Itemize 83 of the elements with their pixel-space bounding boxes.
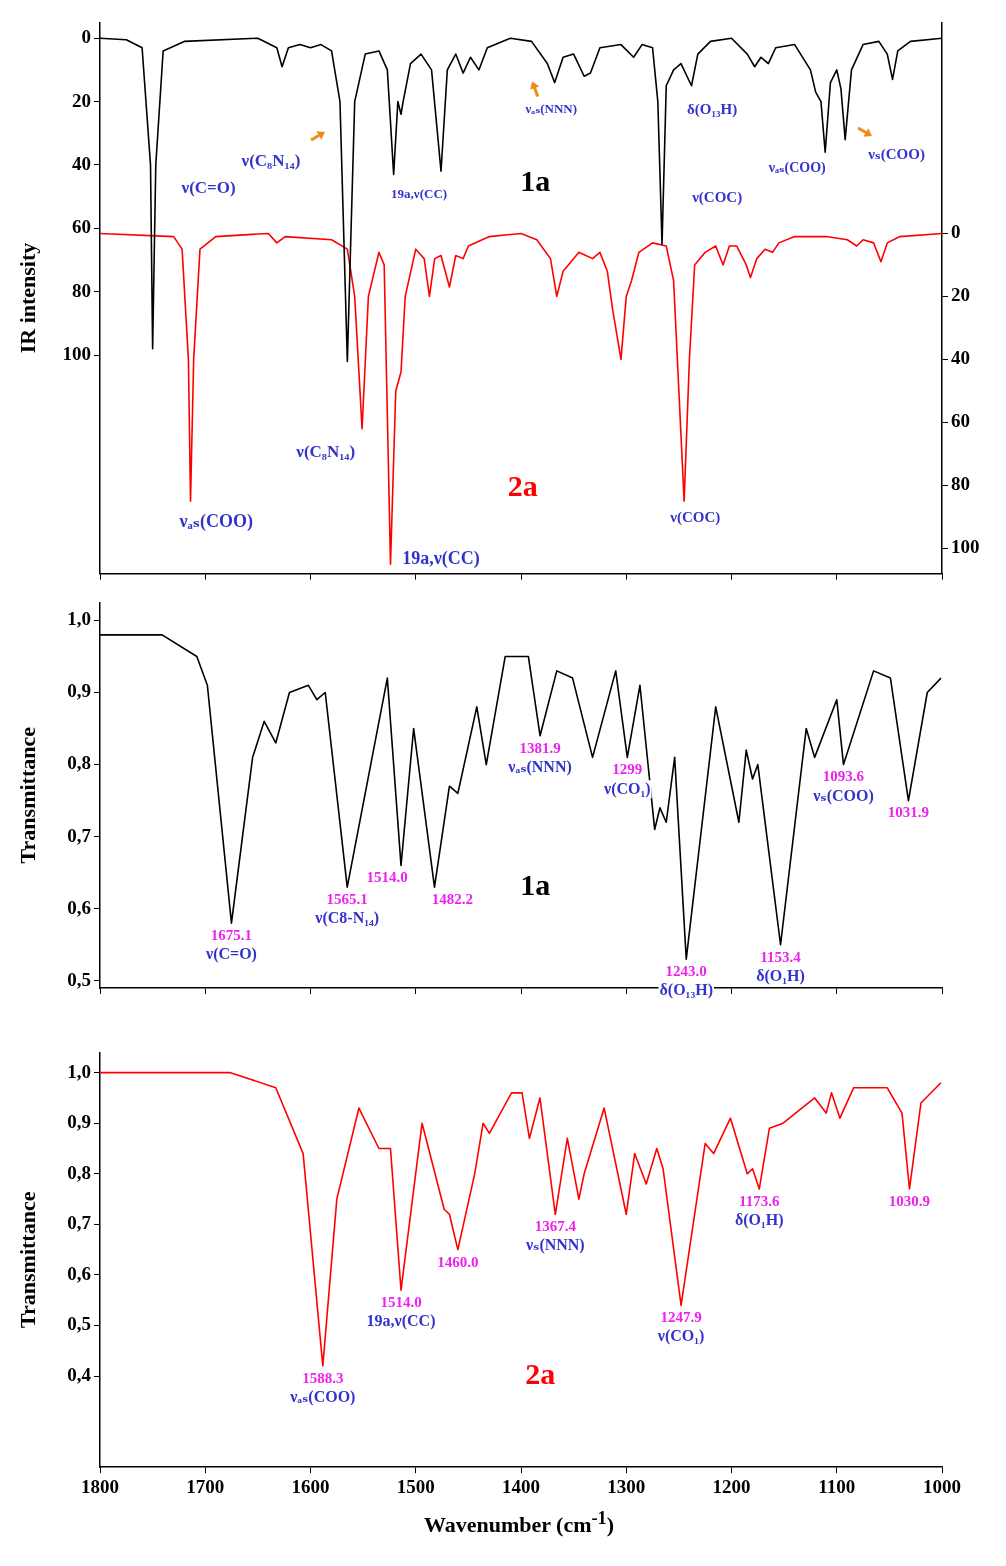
annotation: 1173.6 (739, 1192, 780, 1209)
annotation: νₐₛ(NNN) (524, 101, 578, 117)
x-axis-title: Wavenumber (cm$^{-1}$) (422, 1508, 616, 1539)
annotation: νₛ(COO) (812, 786, 874, 805)
x-tick-label: 1200 (712, 1475, 751, 1497)
y2-tick-label: 80 (951, 473, 970, 495)
y-tick-label: 80 (72, 279, 91, 301)
annotation: νₛ(COO) (867, 145, 925, 163)
annotation: 1031.9 (887, 804, 930, 821)
annotation: νₐₛ(NNN) (507, 757, 572, 776)
annotation: ν(CO₁) (656, 1327, 705, 1346)
x-tick-label: 1600 (291, 1475, 330, 1497)
annotation: ν(COC) (669, 508, 721, 526)
y-tick-label: 0,4 (67, 1364, 92, 1386)
annotation: 19a,ν(CC) (366, 1312, 436, 1331)
annotation: 1299 (612, 761, 643, 778)
annotation: δ(O₁₃H) (659, 981, 713, 1000)
y2-tick-label: 20 (951, 284, 970, 306)
annotation: 1367.4 (534, 1218, 577, 1235)
annotation: ν(C8-N₁₄) (314, 909, 380, 928)
annotation: ν(C₈N₁₄) (295, 441, 356, 461)
y-tick-label: 0 (81, 26, 91, 48)
annotation: 19a,ν(CC) (391, 186, 448, 202)
x-tick-label: 1400 (502, 1475, 540, 1497)
annotation: 1482.2 (431, 890, 474, 907)
y-tick-label: 0,8 (67, 752, 91, 774)
annotation: δ(O₁H) (756, 966, 805, 985)
y-axis-title: Transmittance (14, 1191, 40, 1329)
x-tick-label: 1100 (818, 1475, 856, 1497)
y-tick-label: 1,0 (67, 1060, 91, 1082)
annotation: 1514.0 (366, 869, 408, 886)
text: 2a (507, 468, 538, 502)
annotation: δ(O₁H) (734, 1211, 784, 1230)
y2-tick-label: 60 (951, 410, 970, 432)
y-axis-title: IR intensity (14, 242, 40, 354)
x-tick-label: 1000 (923, 1475, 961, 1497)
annotation: 1460.0 (437, 1253, 479, 1270)
annotation: 1675.1 (210, 927, 253, 944)
text: 1a (520, 163, 551, 197)
y-tick-label: 0,7 (67, 1212, 92, 1234)
y-tick-label: 0,5 (67, 968, 91, 990)
x-tick-label: 1800 (81, 1475, 119, 1497)
x-tick-label: 1500 (396, 1475, 435, 1497)
annotation: 1093.6 (822, 768, 865, 785)
y-tick-label: 100 (62, 342, 91, 364)
y-tick-label: 60 (72, 216, 91, 238)
annotation: 1588.3 (302, 1369, 344, 1386)
annotation: ν(CO₁) (603, 779, 651, 798)
annotation: νₛ(NNN) (524, 1236, 585, 1255)
y-tick-label: 0,9 (67, 680, 91, 702)
y2-tick-label: 0 (951, 221, 961, 243)
annotation: ν(C=O) (205, 945, 257, 964)
text: 2a (525, 1356, 556, 1390)
y-tick-label: 0,7 (67, 824, 92, 846)
y-tick-label: 0,5 (67, 1313, 91, 1335)
annotation: 19a,ν(CC) (402, 548, 480, 570)
annotation: δ(O₁₃H) (687, 100, 738, 118)
text: 1a (520, 868, 551, 902)
y-tick-label: 0,6 (67, 896, 91, 918)
annotation: ν(C=O) (180, 178, 236, 198)
annotation: 1514.0 (380, 1294, 422, 1311)
y-tick-label: 40 (72, 152, 91, 174)
y2-tick-label: 100 (951, 536, 980, 558)
annotation: νₐₛ(COO) (767, 160, 827, 177)
annotation: 1030.9 (888, 1192, 931, 1209)
annotation: νₐₛ(COO) (178, 510, 253, 532)
annotation: 1243.0 (665, 963, 707, 980)
annotation: 1565.1 (326, 890, 368, 907)
y-tick-label: 20 (72, 89, 91, 111)
annotation: 1153.4 (760, 948, 802, 965)
x-tick-label: 1700 (186, 1475, 225, 1497)
annotation: 1247.9 (660, 1309, 702, 1326)
y-axis-title: Transmittance (14, 726, 40, 864)
annotation: ν(C₈N₁₄) (240, 150, 301, 170)
y-tick-label: 1,0 (67, 608, 91, 630)
annotation: ν(COC) (691, 189, 743, 207)
annotation: 1381.9 (519, 739, 561, 756)
y-tick-label: 0,8 (67, 1161, 91, 1183)
y2-tick-label: 40 (951, 347, 970, 369)
y-tick-label: 0,6 (67, 1262, 91, 1284)
x-tick-label: 1300 (607, 1475, 646, 1497)
annotation: νₐₛ(COO) (289, 1388, 356, 1407)
y-tick-label: 0,9 (67, 1111, 91, 1133)
